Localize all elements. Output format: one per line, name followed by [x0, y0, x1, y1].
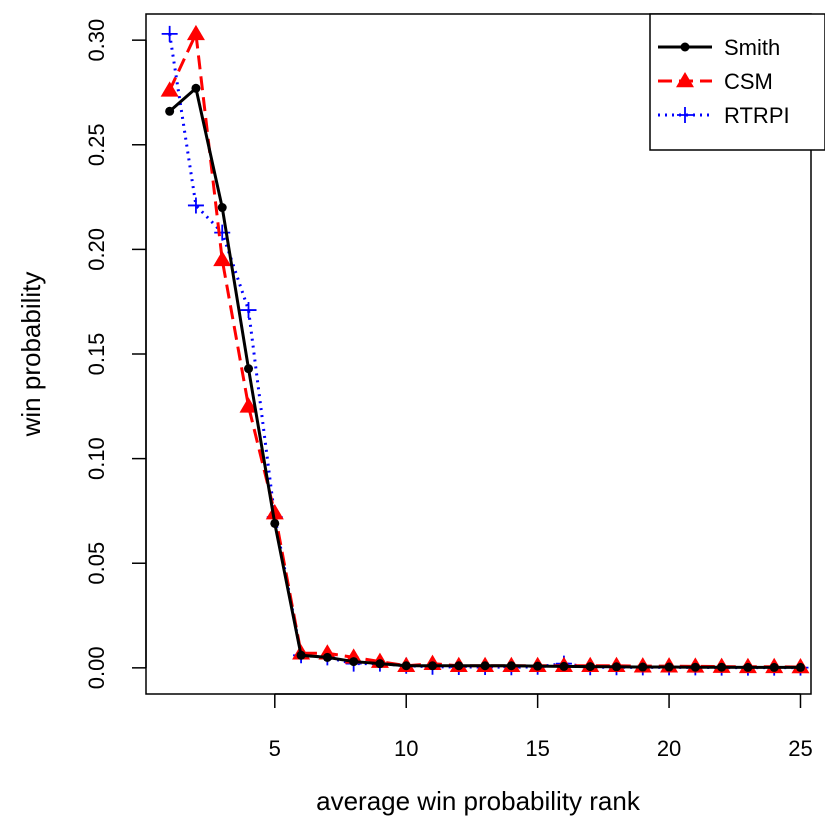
- legend-marker: [680, 42, 690, 52]
- x-tick-label: 15: [525, 736, 549, 761]
- data-point: [664, 662, 674, 672]
- y-tick-label: 0.30: [84, 19, 109, 62]
- data-point: [533, 661, 543, 671]
- data-point: [239, 397, 258, 413]
- data-point: [690, 662, 700, 672]
- legend-label: RTRPI: [724, 103, 790, 128]
- legend-marker: [677, 107, 693, 123]
- data-point: [270, 518, 280, 528]
- legend-marker: [676, 72, 694, 88]
- x-axis-title: average win probability rank: [316, 786, 641, 816]
- data-point: [769, 662, 779, 672]
- y-axis: 0.00 0.05 0.10 0.15 0.20 0.25 0.30: [84, 19, 147, 689]
- data-point: [795, 662, 805, 672]
- data-point: [186, 24, 205, 41]
- data-point: [213, 250, 232, 267]
- y-tick-label: 0.25: [84, 123, 109, 166]
- data-point: [322, 652, 332, 662]
- data-point: [217, 203, 227, 213]
- data-point: [265, 504, 284, 520]
- data-point: [165, 106, 175, 116]
- data-point: [743, 662, 753, 672]
- data-point: [611, 662, 621, 672]
- series-smith: [165, 83, 805, 672]
- data-point: [428, 661, 438, 671]
- x-tick-label: 10: [394, 736, 418, 761]
- data-point: [401, 661, 411, 671]
- legend: Smith CSM RTRPI: [649, 13, 825, 151]
- series-layer: [160, 24, 810, 676]
- data-point: [187, 197, 204, 214]
- y-tick-label: 0.10: [84, 437, 109, 480]
- y-tick-label: 0.00: [84, 646, 109, 689]
- data-point: [717, 662, 727, 672]
- data-point: [244, 364, 254, 374]
- y-tick-label: 0.15: [84, 333, 109, 376]
- data-point: [638, 662, 648, 672]
- data-point: [506, 661, 516, 671]
- legend-label: Smith: [724, 35, 780, 60]
- y-axis-title: win probability: [16, 272, 46, 438]
- x-tick-label: 25: [788, 736, 812, 761]
- x-axis: 5 10 15 20 25: [269, 693, 813, 761]
- data-point: [240, 302, 257, 319]
- data-point: [161, 25, 178, 42]
- data-point: [296, 650, 306, 660]
- data-point: [375, 659, 385, 669]
- y-tick-label: 0.20: [84, 228, 109, 271]
- x-tick-label: 20: [657, 736, 681, 761]
- data-point: [191, 83, 201, 93]
- x-tick-label: 5: [269, 736, 281, 761]
- data-point: [585, 662, 595, 672]
- data-point: [454, 661, 464, 671]
- y-tick-label: 0.05: [84, 542, 109, 585]
- data-point: [349, 657, 359, 667]
- data-point: [559, 661, 569, 671]
- legend-label: CSM: [724, 69, 773, 94]
- data-point: [480, 661, 490, 671]
- data-point: [160, 81, 179, 97]
- series-line: [168, 85, 801, 669]
